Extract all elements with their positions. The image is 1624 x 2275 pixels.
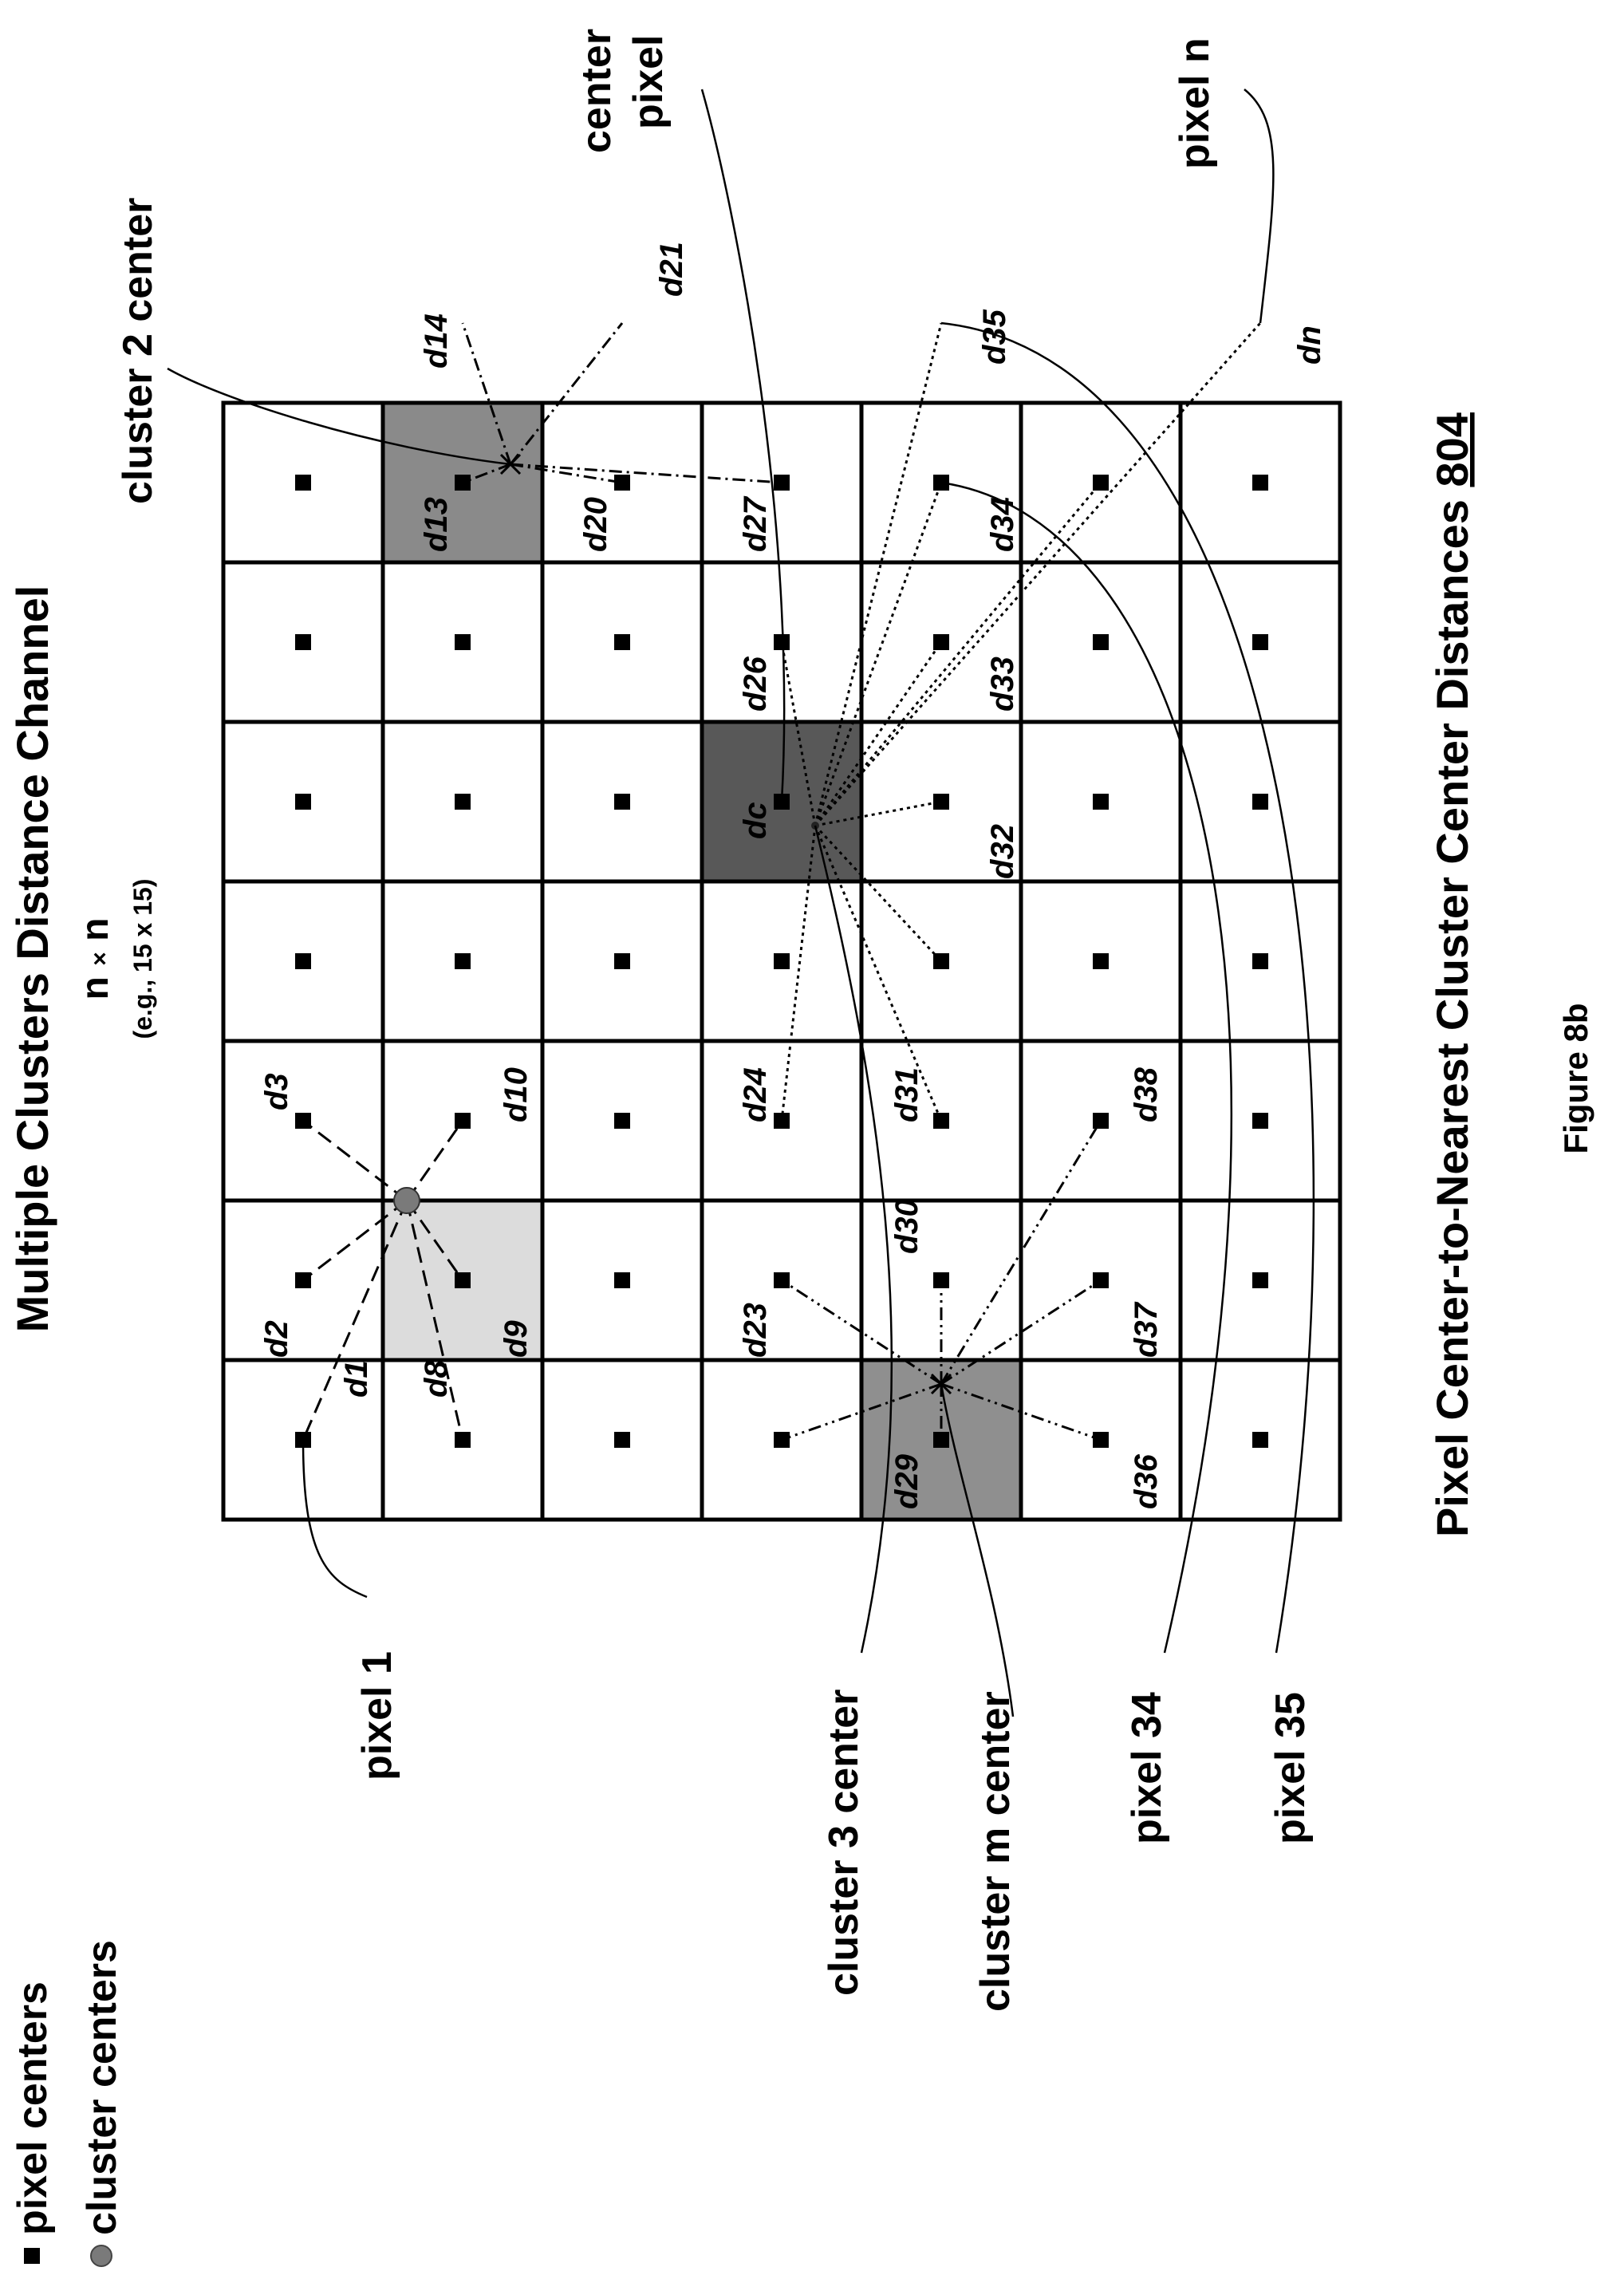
callout-pixel-35: pixel 35 (1267, 1692, 1314, 1844)
callout-pixel-1: pixel 1 (354, 1651, 400, 1780)
grid-size-times: × (87, 952, 113, 966)
distance-label: d20 (578, 497, 613, 552)
distance-label: d30 (889, 1199, 924, 1254)
distance-label: d34 (985, 497, 1020, 552)
callout-center-pixel-line2: pixel (625, 35, 672, 130)
cluster-m-distance-lines (781, 1120, 1102, 1441)
figure-caption: Pixel Center-to-Nearest Cluster Center D… (1427, 412, 1594, 1537)
caption-main: Pixel Center-to-Nearest Cluster Center D… (1427, 499, 1477, 1537)
center-cluster-distance-lines (780, 322, 1262, 1122)
callout-pixel-34: pixel 34 (1124, 1692, 1170, 1844)
distance-label: d2 (259, 1320, 294, 1358)
leader-pixel-n (1244, 89, 1275, 324)
distance-label: d26 (738, 656, 773, 712)
distance-label: d9 (499, 1320, 534, 1358)
leader-pixel-34 (940, 481, 1233, 1654)
legend-pixel-centers-label: pixel centers (10, 1981, 56, 2235)
distance-label: dc (738, 802, 773, 839)
distance-label: d35 (977, 309, 1012, 365)
distance-label: d29 (889, 1453, 924, 1509)
distance-label: d36 (1129, 1453, 1164, 1509)
legend: pixel centers cluster centers (10, 1940, 125, 2267)
legend-cluster-centers-label: cluster centers (79, 1940, 125, 2235)
cluster-1-distance-lines (302, 1119, 464, 1441)
distance-label: d3 (259, 1073, 294, 1110)
distance-labels: d1 d2 d3 d8 d9 d10 d13 d14 d20 d21 d23 d… (259, 242, 1327, 1509)
callout-cluster-2-center: cluster 2 center (115, 198, 161, 504)
callout-pixel-n: pixel n (1172, 37, 1218, 169)
figure-title: Multiple Clusters Distance Channel (7, 586, 57, 1333)
distance-label: d10 (499, 1067, 534, 1122)
distance-label: d24 (738, 1067, 773, 1122)
caption-text: Pixel Center-to-Nearest Cluster Center D… (1427, 412, 1477, 1537)
grid-size-n1: n (74, 976, 116, 1000)
leader-cluster-2-center (167, 367, 511, 466)
cluster-1-center-dot (393, 1187, 420, 1214)
callout-leaders (167, 89, 1315, 1717)
distance-label: d37 (1129, 1301, 1164, 1358)
distance-label: d23 (738, 1303, 773, 1358)
leader-center-pixel (700, 89, 786, 802)
distance-label: d38 (1129, 1067, 1164, 1122)
figure-header: Multiple Clusters Distance Channel n × n… (7, 586, 157, 1333)
leader-cluster-3-center (814, 825, 893, 1654)
pixel-grid (221, 400, 1342, 1522)
distance-label: d8 (419, 1360, 454, 1398)
legend-cluster-center-marker (90, 2245, 112, 2267)
distance-label: d21 (654, 242, 689, 297)
legend-pixel-center-marker (24, 2248, 40, 2264)
figure-number: Figure 8b (1557, 1003, 1594, 1153)
distance-label: dn (1292, 325, 1327, 365)
grid-size-example: (e.g., 15 x 15) (128, 879, 157, 1039)
leader-pixel-35 (940, 321, 1315, 1654)
distance-label: d33 (985, 656, 1020, 712)
callout-labels: cluster 2 center center pixel pixel n pi… (115, 29, 1314, 2012)
distance-label: d1 (339, 1360, 374, 1398)
leader-cluster-m-center (940, 1383, 1015, 1717)
grid-size-label: n × n (74, 918, 116, 1000)
callout-center-pixel-line1: center (574, 29, 620, 153)
callout-cluster-m-center: cluster m center (972, 1691, 1019, 2012)
distance-label: d27 (738, 495, 773, 552)
distance-label: d32 (985, 824, 1020, 879)
caption-ref: 804 (1427, 412, 1477, 487)
callout-cluster-3-center: cluster 3 center (821, 1689, 867, 1996)
cluster-2-distance-lines (461, 322, 782, 484)
rotated-figure: d1 d2 d3 d8 d9 d10 d13 d14 d20 d21 d23 d… (7, 29, 1594, 2267)
grid-size-n2: n (74, 918, 116, 941)
distance-label: d14 (419, 313, 454, 369)
distance-label: d13 (419, 497, 454, 552)
leader-pixel-1 (302, 1439, 368, 1599)
distance-label: d31 (889, 1067, 924, 1122)
